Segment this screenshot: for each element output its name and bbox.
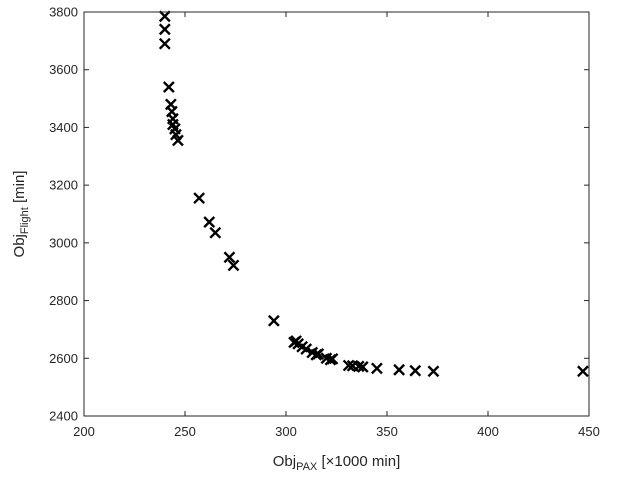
x-tick-label-1: 250	[174, 424, 196, 439]
x-axis-label-suffix: [×1000 min]	[317, 453, 400, 470]
data-point-24	[312, 348, 325, 360]
markers-layer	[158, 10, 589, 378]
data-point-34	[409, 364, 422, 377]
data-point-21	[300, 343, 313, 355]
data-point-12	[203, 216, 216, 228]
y-tick-label-0: 2400	[49, 409, 78, 424]
plot-frame	[83, 11, 590, 417]
data-point-16	[267, 314, 280, 327]
x-tick-label-0: 200	[73, 424, 95, 439]
x-axis-label-sub: PAX	[296, 461, 318, 473]
x-tick-label-2: 300	[275, 424, 297, 439]
ticks-layer: 200 250 300 350 400 450 2400 2600 2800 3000 3200 34…	[49, 5, 600, 440]
data-point-35	[427, 365, 440, 378]
y-axis-label-suffix: [min]	[11, 171, 28, 208]
y-axis-label: ObjFlight [min]	[11, 171, 31, 258]
x-axis-label-main: Obj	[273, 453, 296, 470]
data-point-3	[162, 81, 175, 93]
data-point-2	[158, 37, 171, 50]
y-tick-label-1: 2600	[49, 351, 78, 366]
data-point-1	[158, 23, 171, 36]
data-point-14	[223, 251, 236, 264]
data-point-36	[577, 365, 589, 378]
data-point-31	[356, 361, 369, 373]
y-tick-label-5: 3400	[49, 120, 78, 135]
y-tick-label-3: 3000	[49, 235, 78, 250]
data-point-27	[326, 352, 339, 365]
y-tick-label-4: 3200	[49, 178, 78, 193]
x-tick-label-4: 400	[477, 424, 499, 439]
data-point-10	[172, 134, 184, 147]
data-point-0	[158, 10, 171, 23]
data-point-15	[227, 259, 240, 272]
data-point-9	[170, 128, 182, 141]
data-point-13	[209, 226, 222, 239]
y-tick-label-6: 3600	[49, 62, 78, 77]
x-axis-label: ObjPAX [×1000 min]	[273, 453, 401, 473]
y-tick-label-7: 3800	[49, 5, 78, 20]
y-axis-label-sub: Flight	[19, 207, 31, 234]
y-axis-label-main: Obj	[11, 234, 28, 257]
y-tick-label-2: 2800	[49, 293, 78, 308]
x-tick-label-5: 450	[578, 424, 600, 439]
x-tick-label-3: 350	[376, 424, 398, 439]
data-point-33	[393, 363, 406, 376]
data-point-32	[371, 362, 383, 375]
data-point-11	[193, 192, 206, 205]
